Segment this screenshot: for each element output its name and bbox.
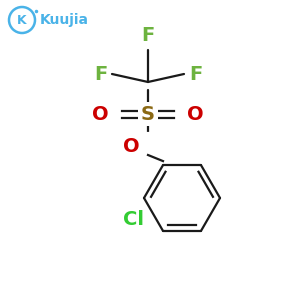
Text: F: F xyxy=(94,64,107,83)
Text: S: S xyxy=(141,104,155,124)
Text: O: O xyxy=(123,136,140,155)
Text: F: F xyxy=(141,26,154,45)
Text: K: K xyxy=(17,14,27,26)
Text: F: F xyxy=(189,64,202,83)
Text: Kuujia: Kuujia xyxy=(40,13,89,27)
Text: O: O xyxy=(92,104,109,124)
Text: Cl: Cl xyxy=(124,210,145,229)
Text: O: O xyxy=(187,104,204,124)
